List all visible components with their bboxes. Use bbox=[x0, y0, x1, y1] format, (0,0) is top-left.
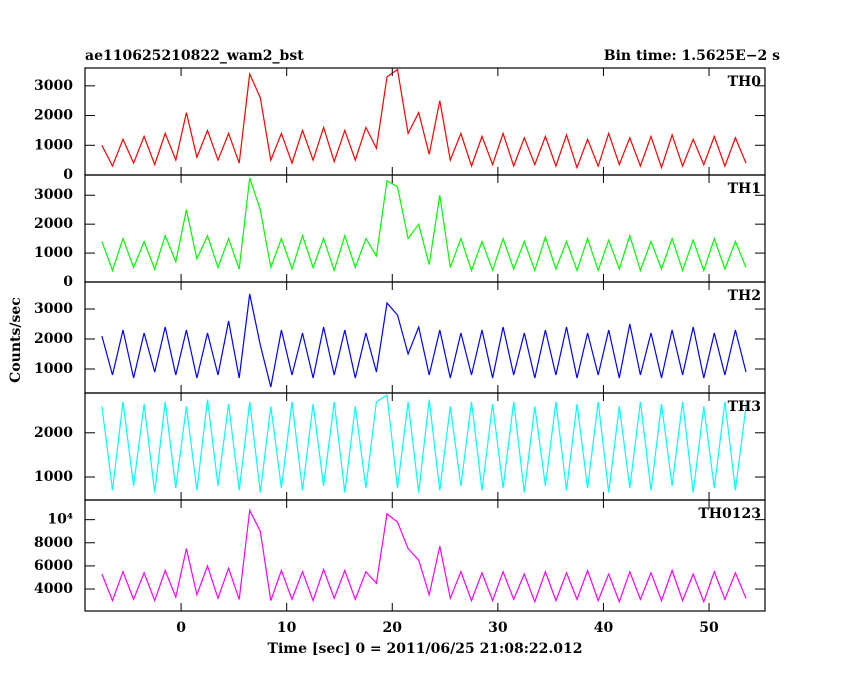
panel-label: TH0123 bbox=[698, 506, 761, 522]
chart-title: ae110625210822_wam2_bst bbox=[85, 48, 304, 64]
y-tick-label: 1000 bbox=[34, 469, 73, 485]
x-tick-label: 40 bbox=[594, 620, 614, 636]
y-tick-label: 10⁴ bbox=[47, 512, 73, 528]
y-tick-label: 6000 bbox=[34, 558, 73, 574]
y-tick-label: 1000 bbox=[34, 245, 73, 261]
panel-label: TH0 bbox=[728, 74, 762, 90]
y-axis-label: Counts/sec bbox=[8, 297, 24, 383]
panel-frame bbox=[84, 499, 766, 612]
x-tick-label: 50 bbox=[699, 620, 719, 636]
x-axis-label: Time [sec] 0 = 2011/06/25 21:08:22.012 bbox=[268, 641, 583, 657]
y-tick-label: 0 bbox=[63, 274, 73, 290]
y-tick-label: 1000 bbox=[34, 137, 73, 153]
x-tick-label: 0 bbox=[176, 620, 186, 636]
data-line bbox=[101, 508, 747, 604]
x-tick-label: 10 bbox=[277, 620, 297, 636]
x-tick-label: 30 bbox=[488, 620, 508, 636]
y-tick-label: 3000 bbox=[34, 187, 73, 203]
y-tick-label: 4000 bbox=[34, 581, 73, 597]
x-tick-label: 20 bbox=[383, 620, 403, 636]
panel-label: TH2 bbox=[728, 288, 761, 304]
y-tick-label: 2000 bbox=[34, 425, 73, 441]
data-line bbox=[101, 177, 747, 273]
y-tick-label: 8000 bbox=[34, 535, 73, 551]
chart-subtitle: Bin time: 1.5625E−2 s bbox=[604, 48, 780, 64]
data-line bbox=[101, 394, 747, 493]
data-line bbox=[101, 293, 747, 388]
y-tick-label: 1000 bbox=[34, 361, 73, 377]
y-tick-label: 0 bbox=[63, 167, 73, 183]
y-tick-label: 2000 bbox=[34, 108, 73, 124]
panel-label: TH3 bbox=[728, 399, 761, 415]
panel-label: TH1 bbox=[728, 181, 761, 197]
y-tick-label: 3000 bbox=[34, 301, 73, 317]
y-tick-label: 2000 bbox=[34, 331, 73, 347]
data-line bbox=[101, 68, 747, 170]
y-tick-label: 2000 bbox=[34, 216, 73, 232]
y-tick-label: 3000 bbox=[34, 78, 73, 94]
